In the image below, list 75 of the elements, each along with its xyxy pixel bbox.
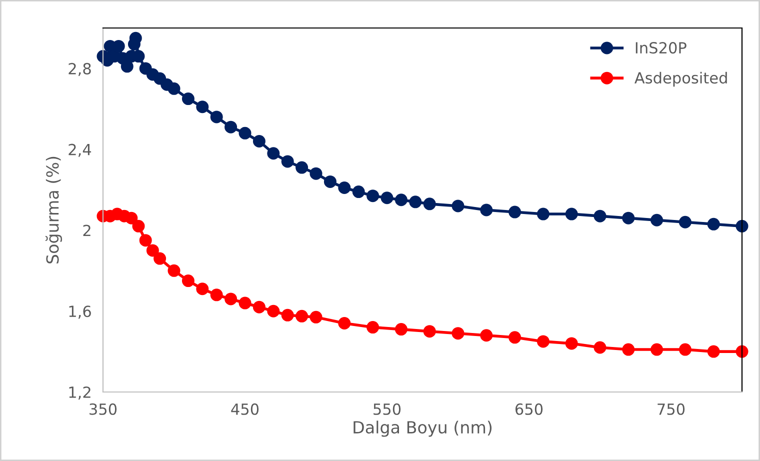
point [267,147,280,160]
x-tick-label: 750 [658,403,685,415]
point [296,310,308,322]
point [281,308,294,322]
y-tick-label: 1,6 [69,306,91,319]
point [678,216,692,228]
point [168,82,180,95]
point [366,190,380,202]
point [380,192,394,204]
point [296,161,308,174]
point [452,327,464,340]
point [132,220,145,232]
point [707,345,720,358]
point [196,282,209,296]
point [252,134,266,148]
point [182,274,194,288]
point [594,210,606,222]
point [423,198,436,210]
point [310,167,322,180]
point [536,208,550,220]
point [210,110,223,124]
point [182,92,194,106]
x-tick-label: 350 [90,403,117,415]
point [210,288,223,302]
point [338,316,351,330]
point [409,196,422,208]
point [366,321,380,334]
y-axis-title: Soğurma (%) [45,156,62,264]
point [310,310,322,324]
point [125,212,138,224]
point [736,345,748,358]
point [139,234,152,247]
point [352,186,365,198]
legend-label: Asdeposited [634,72,727,87]
point [536,335,550,348]
x-tick-label: 450 [231,403,259,415]
point [594,341,606,354]
point [267,304,280,318]
point [423,325,436,338]
point [224,292,238,306]
point [565,208,578,220]
point [394,323,408,336]
point [622,212,635,224]
point [238,296,252,310]
point [565,337,578,350]
x-axis-title: Dalga Boyu (nm) [354,420,492,437]
point [252,300,266,314]
y-tick-label: 2 [83,224,90,236]
point [281,155,294,168]
point [622,343,635,356]
x-tick-label: 550 [374,403,401,415]
point [678,343,692,356]
point [238,126,252,140]
point [394,194,408,206]
point [338,182,351,194]
y-tick-label: 2,4 [68,144,92,157]
point [736,220,748,232]
y-tick-label: 2,8 [68,62,91,76]
point [650,343,664,356]
point [707,218,720,230]
point [196,100,209,114]
point [480,329,493,342]
y-tick-label: 1,2 [69,386,90,400]
legend-label: InS20P [636,42,686,54]
point [508,206,522,218]
point [146,244,159,257]
point [650,214,664,226]
point [452,200,464,212]
x-tick-label: 650 [515,403,543,415]
point [154,252,166,265]
point [324,175,336,188]
point [480,204,493,216]
point [224,120,238,134]
point [508,331,522,344]
point [168,264,180,277]
